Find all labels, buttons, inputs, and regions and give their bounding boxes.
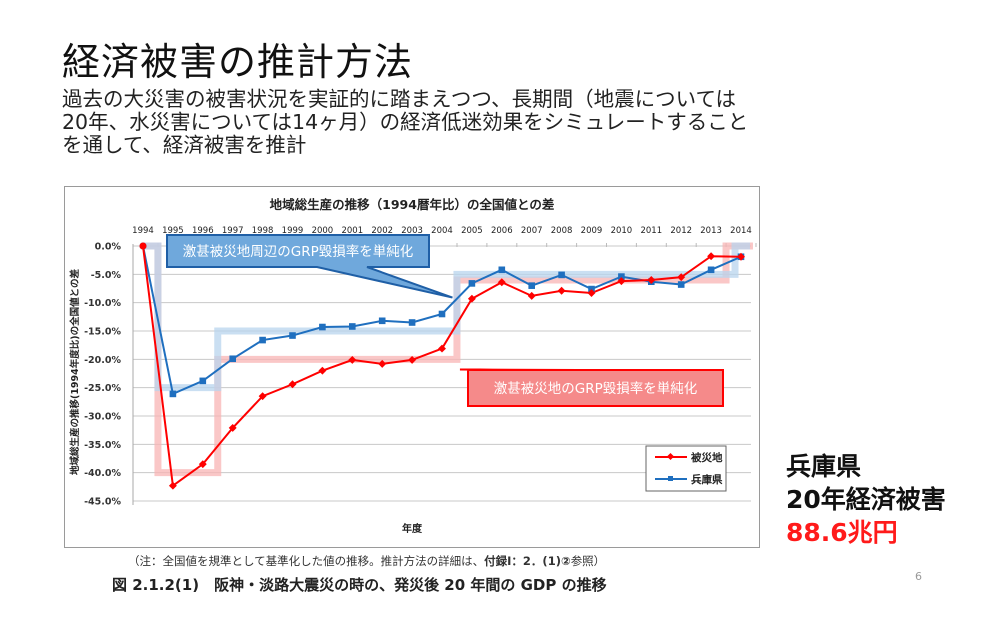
x-tick-label: 2002 <box>371 226 393 236</box>
y-tick-label: -15.0% <box>84 327 121 338</box>
data-point <box>557 286 566 295</box>
data-point <box>199 377 207 385</box>
slide-subtitle: 過去の大災害の被害状況を実証的に踏まえつつ、長期間（地震については 20年、水災… <box>62 88 922 157</box>
slide-title: 経済被害の推計方法 <box>62 40 414 84</box>
data-point <box>169 390 177 398</box>
y-tick-labels: 0.0% -5.0% -10.0% -15.0% -20.0% -25.0% -30.0% -… <box>84 242 121 508</box>
data-point <box>318 366 327 375</box>
x-tick-label: 1996 <box>192 226 214 236</box>
data-point <box>528 282 535 289</box>
blue-callout-text: 激甚被災地周辺のGRP毀損率を単純化 <box>183 243 413 260</box>
y-tick-label: -5.0% <box>91 270 122 281</box>
x-tick-labels: 1994 1995 1996 1997 1998 1999 2000 2001 2002 2003… <box>132 226 752 236</box>
red-callout-box <box>459 368 724 407</box>
x-tick-label: 2004 <box>431 226 453 236</box>
data-point <box>467 294 476 303</box>
data-point <box>438 310 446 318</box>
data-point <box>408 319 416 326</box>
data-point <box>468 280 476 287</box>
y-tick-label: -30.0% <box>84 412 121 423</box>
x-tick-label: 2009 <box>581 226 603 236</box>
y-tick-label: 0.0% <box>95 242 122 253</box>
legend-label-blue: 兵庫県 <box>691 473 723 486</box>
data-point <box>259 336 266 344</box>
x-tick-label: 1997 <box>222 226 244 236</box>
data-point <box>378 317 386 325</box>
summary-region: 兵庫県 <box>786 452 862 481</box>
page-number: 6 <box>915 570 922 583</box>
data-point <box>139 242 147 250</box>
data-point <box>707 266 715 274</box>
data-point <box>258 392 267 401</box>
y-tick-label: -40.0% <box>84 468 121 479</box>
data-point <box>498 266 506 274</box>
x-tick-label: 2013 <box>700 226 722 236</box>
data-point <box>198 460 207 469</box>
y-tick-label: -20.0% <box>84 355 121 366</box>
x-tick-label: 2005 <box>461 226 483 236</box>
legend-label-red: 被災地 <box>691 451 723 464</box>
data-point <box>618 273 625 280</box>
data-point <box>348 355 357 364</box>
data-point <box>289 332 296 339</box>
y-tick-label: -25.0% <box>84 383 121 394</box>
x-tick-label: 1994 <box>132 226 154 236</box>
blue-callout-box <box>166 234 453 299</box>
damage-summary: 兵庫県 20年経済被害 88.6兆円 <box>786 450 946 549</box>
data-point <box>617 277 626 286</box>
x-tick-label: 2011 <box>640 226 662 236</box>
x-tick-label: 2008 <box>551 226 573 236</box>
x-tick-label: 2014 <box>730 226 752 236</box>
data-point <box>378 359 387 368</box>
subtitle-line: を通して、経済被害を推計 <box>62 133 307 157</box>
data-point <box>288 380 297 389</box>
summary-label: 20年経済被害 <box>786 485 946 514</box>
data-point <box>408 355 417 364</box>
data-point <box>229 355 236 363</box>
x-tick-label: 2000 <box>312 226 334 236</box>
note-prefix: （注：全国値を規準として基準化した値の推移。推計方法の詳細は、 <box>128 554 485 568</box>
data-point <box>228 423 237 432</box>
summary-value: 88.6兆円 <box>786 518 898 547</box>
note-suffix: 参照） <box>570 554 606 568</box>
chart-note: （注：全国値を規準として基準化した値の推移。推計方法の詳細は、付録Ⅰ：2．(1)… <box>128 553 605 569</box>
x-tick-label: 1995 <box>162 226 184 236</box>
data-point <box>527 291 536 300</box>
figure-caption: 図 2.1.2(1) 阪神・淡路大震災の時の、発災後 20 年間の GDP の推… <box>112 576 607 594</box>
x-tick-label: 1998 <box>252 226 274 236</box>
gdp-chart: 地域総生産の推移（1994暦年比）の全国値との差 1994 1995 1996 199… <box>69 197 757 535</box>
y-tick-label: -35.0% <box>84 440 121 451</box>
x-tick-label: 1999 <box>282 226 304 236</box>
x-tick-label: 2007 <box>521 226 543 236</box>
x-tick-label: 2001 <box>341 226 363 236</box>
x-tick-label: 2012 <box>670 226 692 236</box>
subtitle-line: 過去の大災害の被害状況を実証的に踏まえつつ、長期間（地震については <box>62 87 737 111</box>
red-callout-text: 激甚被災地のGRP毀損率を単純化 <box>494 380 697 397</box>
data-point <box>349 323 356 330</box>
x-tick-label: 2006 <box>491 226 513 236</box>
chart-title: 地域総生産の推移（1994暦年比）の全国値との差 <box>270 197 555 212</box>
legend: 被災地 兵庫県 <box>645 445 727 492</box>
x-axis-title: 年度 <box>402 522 423 535</box>
data-point <box>319 323 326 331</box>
data-point <box>588 285 595 293</box>
subtitle-line: 20年、水災害については14ヶ月）の経済低迷効果をシミュレートすること <box>62 110 749 134</box>
x-tick-label: 2010 <box>611 226 633 236</box>
y-tick-label: -45.0% <box>84 497 121 508</box>
y-tick-label: -10.0% <box>84 298 121 309</box>
data-point <box>558 271 565 279</box>
y-axis-title: 地域総生産の推移(1994年度比)の全国値との差 <box>69 268 81 475</box>
note-bold: 付録Ⅰ：2．(1)② <box>484 554 571 568</box>
data-point <box>677 281 685 288</box>
chart-frame: 地域総生産の推移（1994暦年比）の全国値との差 1994 1995 1996 199… <box>64 186 760 548</box>
x-tick-label: 2003 <box>401 226 423 236</box>
